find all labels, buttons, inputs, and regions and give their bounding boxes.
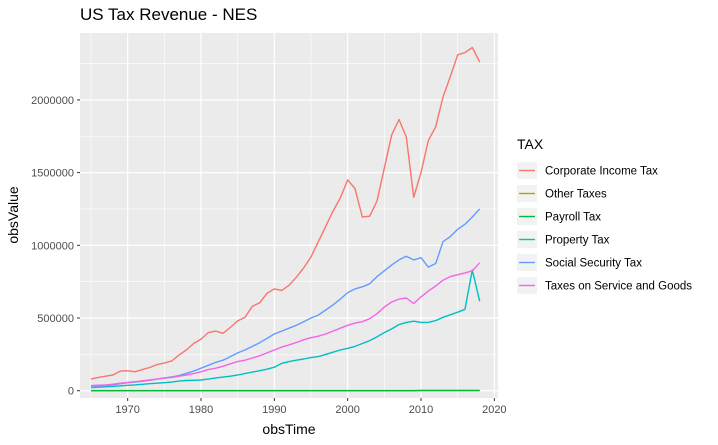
x-axis-title: obsTime bbox=[262, 421, 315, 437]
legend-label-other-taxes: Other Taxes bbox=[545, 189, 607, 201]
legend-label-social-security-tax: Social Security Tax bbox=[545, 258, 642, 270]
legend-label-corporate-income-tax: Corporate Income Tax bbox=[545, 166, 658, 178]
y-tick-label: 1000000 bbox=[31, 240, 74, 252]
legend-label-property-tax: Property Tax bbox=[545, 235, 610, 247]
chart-title: US Tax Revenue - NES bbox=[80, 5, 257, 24]
series-line-property-tax bbox=[90, 269, 481, 389]
x-tick-label: 2020 bbox=[482, 404, 506, 416]
x-tick-label: 1970 bbox=[115, 404, 139, 416]
y-tick-label: 500000 bbox=[37, 313, 74, 325]
legend: TAX Corporate Income Tax Other Taxes Payro… bbox=[517, 136, 692, 294]
x-tick-label: 1990 bbox=[262, 404, 286, 416]
legend-label-taxes-on-service-and-goods: Taxes on Service and Goods bbox=[545, 281, 692, 293]
y-tick-label: 2000000 bbox=[31, 95, 74, 107]
x-tick-label: 2000 bbox=[335, 404, 359, 416]
series-line-corporate-income-tax bbox=[90, 46, 481, 380]
y-axis: 0 500000 1000000 1500000 2000000 bbox=[31, 95, 80, 398]
plot-panel bbox=[80, 33, 498, 398]
x-tick-label: 2010 bbox=[409, 404, 433, 416]
x-axis: 1970 1980 1990 2000 2010 2020 bbox=[115, 398, 507, 416]
y-axis-title: obsValue bbox=[5, 186, 21, 244]
x-tick-label: 1980 bbox=[189, 404, 213, 416]
series-lines bbox=[90, 46, 481, 392]
series-line-taxes-on-service-and-goods bbox=[90, 262, 481, 387]
legend-label-payroll-tax: Payroll Tax bbox=[545, 212, 601, 224]
y-tick-label: 1500000 bbox=[31, 168, 74, 180]
y-tick-label: 0 bbox=[68, 386, 74, 398]
legend-title: TAX bbox=[517, 136, 544, 152]
